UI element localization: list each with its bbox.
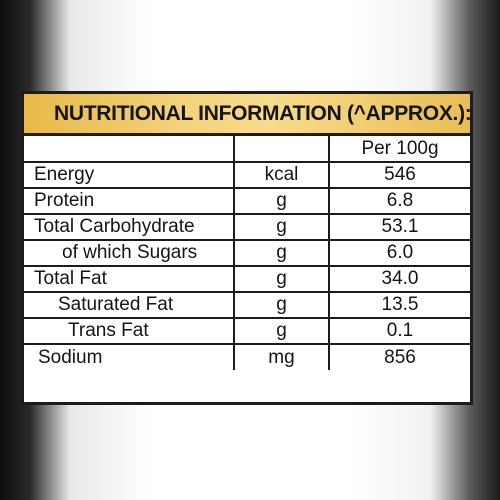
- nutrient-name: of which Sugars: [24, 239, 235, 267]
- table-row: Trans Fat g 0.1: [24, 317, 470, 345]
- header-empty-cell: [233, 136, 330, 163]
- nutrient-value: 53.1: [328, 213, 470, 241]
- nutrient-unit: g: [233, 265, 330, 293]
- nutrient-value: 0.1: [328, 317, 470, 345]
- nutrient-name: Trans Fat: [24, 317, 235, 345]
- nutrient-name: Saturated Fat: [24, 291, 235, 319]
- nutrient-name: Total Carbohydrate: [24, 213, 235, 241]
- nutrient-value: 6.0: [328, 239, 470, 267]
- table-row: Sodium mg 856: [24, 343, 470, 370]
- nutrient-value: 34.0: [328, 265, 470, 293]
- nutrient-value: 856: [328, 343, 470, 370]
- nutrient-unit: g: [233, 239, 330, 267]
- nutrient-name: Sodium: [24, 343, 235, 370]
- nutrient-name: Energy: [24, 161, 235, 189]
- nutrient-unit: kcal: [233, 161, 330, 189]
- nutrient-unit: mg: [233, 343, 330, 370]
- table-row: of which Sugars g 6.0: [24, 239, 470, 267]
- table-row: Total Fat g 34.0: [24, 265, 470, 293]
- nutrient-unit: g: [233, 213, 330, 241]
- nutrient-unit: g: [233, 291, 330, 319]
- nutrient-value: 13.5: [328, 291, 470, 319]
- nutrition-panel: NUTRITIONAL INFORMATION (^APPROX.): Per …: [21, 91, 473, 405]
- nutrient-name: Total Fat: [24, 265, 235, 293]
- table-row: Total Carbohydrate g 53.1: [24, 213, 470, 241]
- header-empty-cell: [24, 136, 235, 163]
- table-row: Protein g 6.8: [24, 187, 470, 215]
- table-header-row: Per 100g: [24, 136, 470, 163]
- nutrient-name: Protein: [24, 187, 235, 215]
- title-bar: NUTRITIONAL INFORMATION (^APPROX.):: [24, 94, 472, 136]
- column-header: Per 100g: [328, 136, 470, 163]
- nutrient-value: 6.8: [328, 187, 470, 215]
- nutrient-unit: g: [233, 317, 330, 345]
- table-row: Saturated Fat g 13.5: [24, 291, 470, 319]
- table-row: Energy kcal 546: [24, 161, 470, 189]
- nutrition-table: Per 100g Energy kcal 546 Protein g 6.8 T…: [24, 136, 470, 370]
- nutrient-value: 546: [328, 161, 470, 189]
- nutrition-title: NUTRITIONAL INFORMATION (^APPROX.):: [54, 102, 472, 125]
- nutrient-unit: g: [233, 187, 330, 215]
